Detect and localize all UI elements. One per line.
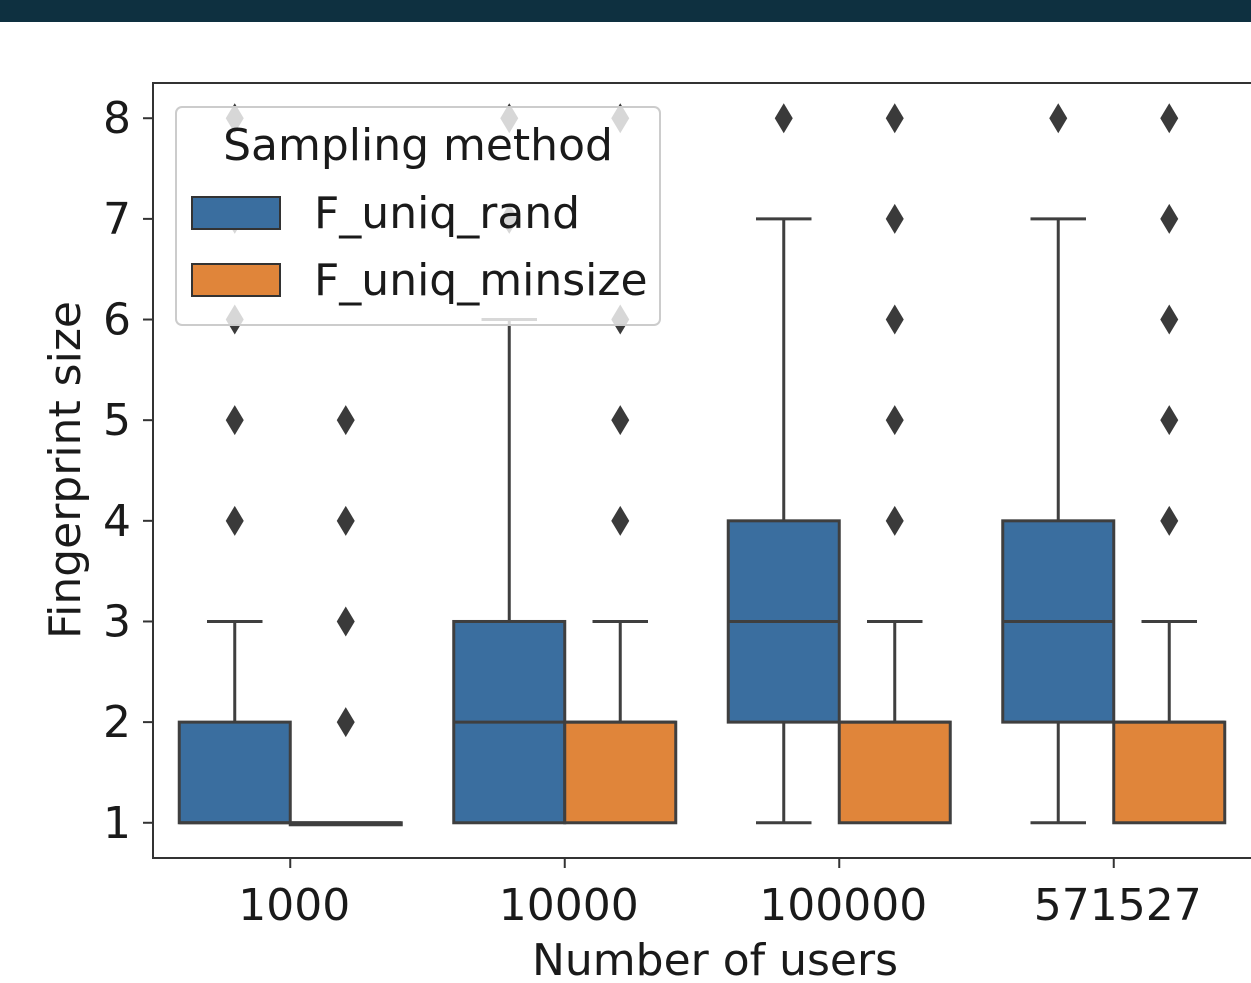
- x-axis: 1000 10000 100000 571527: [238, 858, 1202, 931]
- outlier-point: [1160, 103, 1179, 134]
- outlier-point: [336, 505, 355, 536]
- box-f-uniq-minsize-1000: [288, 405, 403, 827]
- outlier-point: [336, 707, 355, 738]
- outlier-point: [774, 103, 793, 134]
- outlier-point: [1160, 505, 1179, 536]
- outlier-point: [885, 203, 904, 234]
- y-tick-label: 3: [103, 596, 131, 647]
- box-f-uniq-rand-571527: [1001, 103, 1116, 825]
- x-axis-label: Number of users: [532, 935, 898, 983]
- box-iqr: [563, 720, 678, 825]
- y-tick-label: 1: [103, 798, 131, 849]
- box-iqr: [837, 720, 952, 825]
- outlier-point: [885, 304, 904, 335]
- y-axis-label: Fingerprint size: [40, 301, 91, 639]
- outlier-point: [336, 606, 355, 637]
- top-bar: [0, 0, 1251, 22]
- outlier-point: [885, 405, 904, 436]
- y-tick-label: 8: [103, 93, 131, 144]
- y-tick-label: 2: [103, 697, 131, 748]
- legend-box: [175, 106, 661, 326]
- y-tick-label: 4: [103, 496, 131, 547]
- outlier-point: [1049, 103, 1068, 134]
- box-iqr: [1112, 720, 1227, 825]
- legend-title: Sampling method: [223, 120, 613, 171]
- outlier-point: [611, 405, 630, 436]
- y-tick-label: 7: [103, 194, 131, 245]
- outlier-point: [885, 103, 904, 134]
- box-f-uniq-rand-100000: [726, 103, 841, 825]
- box-f-uniq-minsize-10000: [563, 103, 678, 825]
- box-f-uniq-minsize-571527: [1112, 103, 1227, 825]
- legend-label-f-uniq-minsize: F_uniq_minsize: [314, 255, 648, 306]
- box-f-uniq-minsize-100000: [837, 103, 952, 825]
- outlier-point: [1160, 405, 1179, 436]
- outlier-point: [1160, 304, 1179, 335]
- x-tick-label: 571527: [1034, 880, 1202, 931]
- y-tick-label: 6: [103, 295, 131, 346]
- axes-frame: [152, 82, 1251, 859]
- box-iqr: [177, 720, 292, 825]
- x-tick-label: 10000: [499, 880, 639, 931]
- outlier-point: [885, 505, 904, 536]
- outlier-point: [225, 405, 244, 436]
- legend-label-f-uniq-rand: F_uniq_rand: [314, 188, 580, 239]
- x-tick-label: 1000: [238, 880, 350, 931]
- legend-swatch-f-uniq-minsize: [191, 263, 281, 297]
- outlier-point: [225, 505, 244, 536]
- x-tick-label: 100000: [759, 880, 927, 931]
- outlier-point: [336, 405, 355, 436]
- outlier-point: [611, 505, 630, 536]
- y-axis: 1 2 3 4 5 6 7 8: [103, 93, 153, 849]
- legend: Sampling method F_uniq_rand F_uniq_minsi…: [175, 106, 661, 326]
- outlier-point: [1160, 203, 1179, 234]
- y-tick-label: 5: [103, 395, 131, 446]
- legend-swatch-f-uniq-rand: [191, 196, 281, 230]
